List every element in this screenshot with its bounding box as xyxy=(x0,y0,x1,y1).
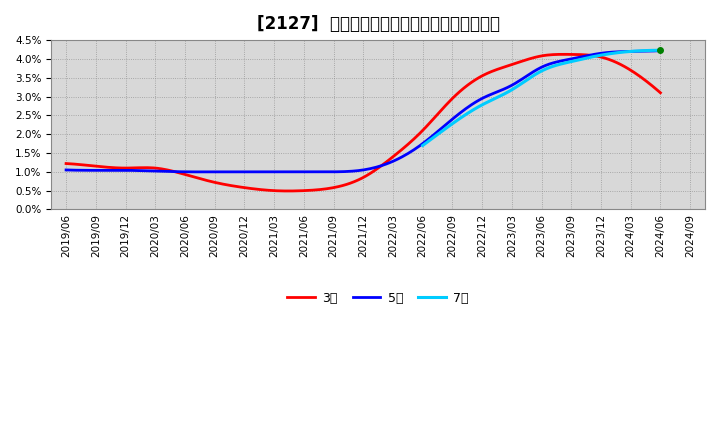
5年 xyxy=(656,48,665,53)
7年 xyxy=(419,142,428,147)
7年 xyxy=(656,48,665,53)
3年 xyxy=(64,161,73,166)
3年 xyxy=(567,52,575,57)
Line: 7年: 7年 xyxy=(423,50,660,146)
5年 xyxy=(428,134,436,139)
7年 xyxy=(418,143,427,148)
3年 xyxy=(418,128,426,134)
7年 xyxy=(559,61,568,66)
3年 xyxy=(559,52,567,57)
7年 xyxy=(560,61,569,66)
Legend: 3年, 5年, 7年: 3年, 5年, 7年 xyxy=(282,287,474,310)
3年 xyxy=(415,131,424,136)
7年 xyxy=(564,60,572,65)
5年 xyxy=(62,167,71,172)
3年 xyxy=(62,161,71,166)
Title: [2127]  当期純利益マージンの標準偏差の推移: [2127] 当期純利益マージンの標準偏差の推移 xyxy=(256,15,500,33)
3年 xyxy=(428,118,436,123)
5年 xyxy=(564,57,573,62)
3年 xyxy=(604,57,613,62)
5年 xyxy=(418,142,426,147)
5年 xyxy=(193,169,202,175)
3年 xyxy=(284,188,293,194)
5年 xyxy=(415,143,424,148)
5年 xyxy=(603,50,611,55)
Line: 5年: 5年 xyxy=(66,51,660,172)
7年 xyxy=(634,48,642,54)
7年 xyxy=(618,49,627,55)
Line: 3年: 3年 xyxy=(66,55,660,191)
5年 xyxy=(64,167,73,172)
3年 xyxy=(656,90,665,95)
